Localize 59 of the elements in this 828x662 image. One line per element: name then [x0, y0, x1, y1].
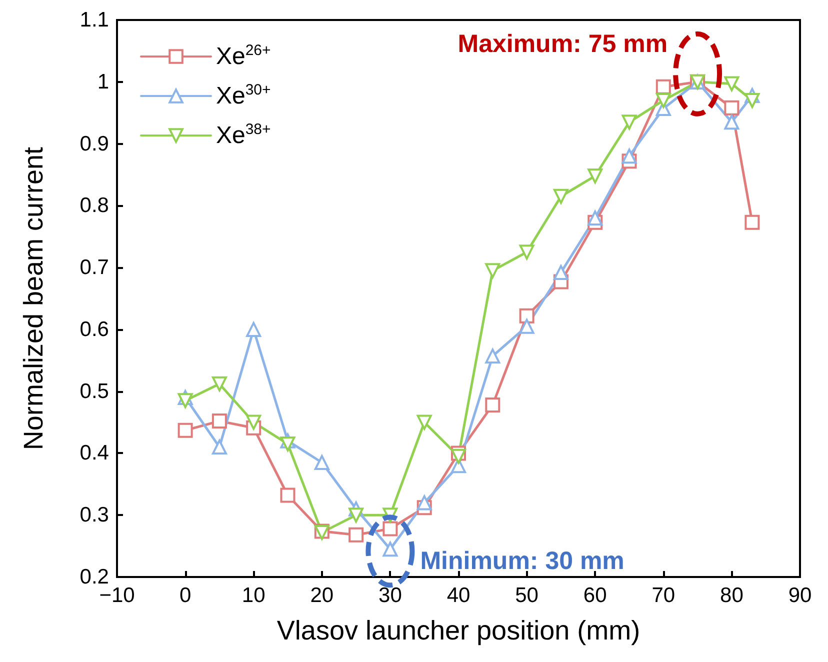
point [485, 397, 500, 412]
point [724, 100, 740, 116]
point [280, 488, 296, 503]
point [519, 318, 534, 334]
x-tick-label: 40 [446, 584, 470, 607]
point [485, 348, 500, 364]
y-tick-label: 1 [97, 70, 109, 94]
x-tick-label: 50 [515, 584, 538, 607]
x-tick-label: 70 [652, 584, 676, 607]
point [588, 210, 603, 226]
y-tick-label: 0.9 [80, 132, 109, 156]
y-tick-label: 0.6 [80, 318, 109, 341]
y-tick-label: 0.4 [80, 442, 110, 465]
y-tick-label: 0.3 [80, 504, 109, 527]
point [348, 527, 364, 542]
point [724, 114, 740, 130]
point [553, 188, 568, 204]
point [212, 440, 227, 455]
y-tick-label: 0.5 [80, 380, 109, 403]
point [744, 92, 760, 108]
point [656, 92, 671, 108]
x-axis-title: Vlasov launcher position (mm) [276, 616, 640, 646]
point [382, 521, 398, 536]
point [280, 436, 296, 452]
point [314, 455, 330, 470]
x-tick-label: 0 [179, 584, 192, 607]
point [348, 508, 364, 523]
annotation: Maximum: 75 mm [458, 30, 668, 58]
point [485, 263, 500, 278]
point [416, 414, 432, 430]
point [588, 168, 603, 184]
point [246, 414, 262, 430]
x-tick-label: 60 [583, 584, 607, 607]
y-tick-label: 0.7 [80, 256, 109, 280]
y-axis-title: Normalized beam current [18, 146, 48, 450]
x-tick-label: 30 [378, 584, 402, 607]
point [744, 214, 760, 230]
point [451, 448, 466, 464]
point [178, 393, 193, 408]
y-tick-label: 0.8 [80, 194, 109, 218]
point [382, 542, 398, 557]
point [212, 376, 227, 392]
point [553, 265, 568, 280]
x-tick-label: 90 [788, 584, 812, 607]
point [416, 495, 432, 510]
point [622, 148, 637, 164]
point [178, 422, 193, 438]
x-tick-label: 80 [720, 584, 744, 607]
point [246, 322, 262, 337]
point [622, 114, 637, 130]
point [519, 308, 534, 324]
point [724, 76, 740, 92]
annotation: Minimum: 30 mm [420, 547, 624, 576]
point [656, 79, 671, 94]
y-tick-label: 1.1 [80, 8, 109, 32]
point [212, 414, 227, 429]
x-tick-label: 10 [242, 584, 266, 607]
x-tick-label: 20 [310, 584, 334, 607]
point [519, 244, 534, 260]
